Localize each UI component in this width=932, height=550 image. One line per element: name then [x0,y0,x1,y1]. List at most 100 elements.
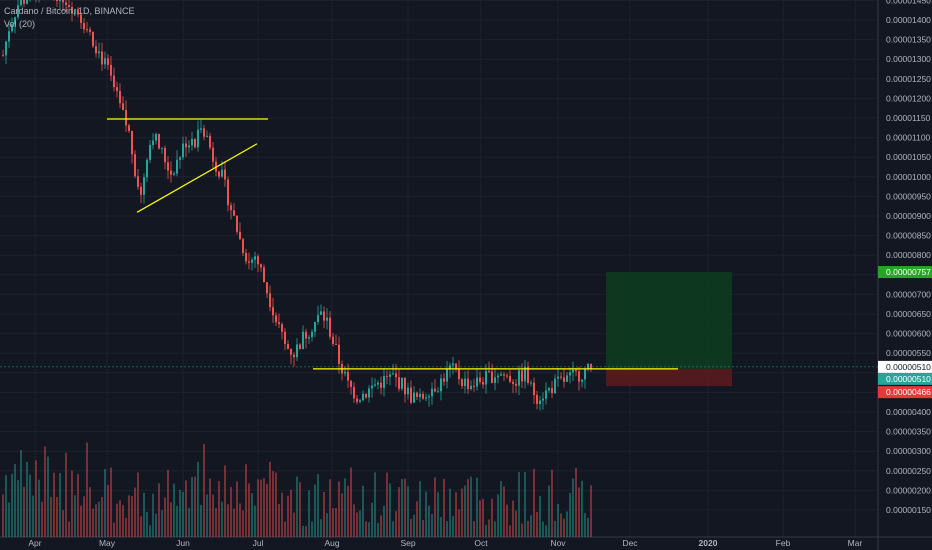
candle-body [557,376,559,379]
candle-body [218,171,220,177]
candle-body [278,322,280,325]
volume-bar [566,511,568,537]
candle-body [236,215,238,232]
volume-bar [140,516,142,537]
volume-bar [221,501,223,537]
candle-body [392,373,394,375]
volume-bar [206,494,208,537]
candle-body [401,377,403,389]
volume-bar [50,496,52,537]
candle-body [137,176,139,187]
volume-bar [311,521,313,537]
candle-body [527,366,529,383]
volume-bar [425,491,427,537]
candle-body [2,55,4,57]
candle-body [518,370,520,386]
volume-bar [128,495,130,537]
volume-bar [23,486,25,537]
volume-bar [227,504,229,537]
volume-bar [146,511,148,537]
candle-body [311,331,313,338]
volume-bar [35,460,37,537]
candle-body [269,293,271,308]
candle-body [266,282,268,294]
x-tick-label: Oct [474,538,488,548]
volume-bar [236,481,238,537]
volume-bar [320,519,322,537]
candle-body [335,343,337,345]
candle-body [221,169,223,177]
volume-bar [449,488,451,537]
volume-bar [302,525,304,537]
volume-bar [317,474,319,537]
volume-bar [371,502,373,537]
candle-body [365,393,367,398]
volume-bar [461,488,463,537]
candle-body [590,363,592,369]
volume-bar [263,478,265,537]
candle-body [347,371,349,381]
candle-body [131,130,133,155]
candle-body [209,135,211,148]
volume-bar [134,487,136,537]
volume-bar [65,452,67,537]
candle-body [584,369,586,380]
volume-bar [92,508,94,537]
volume-bar [233,508,235,537]
volume-bar [185,480,187,537]
candle-body [581,379,583,382]
x-tick-label: Jun [176,538,190,548]
volume-bar [260,479,262,537]
volume-bar [509,525,511,537]
candle-body [443,378,445,382]
x-tick-label: Feb [776,538,791,548]
candle-body [56,0,58,2]
volume-bar [416,501,418,537]
volume-bar [329,479,331,537]
candle-body [77,9,79,15]
volume-bar [314,484,316,537]
candle-body [536,395,538,405]
candle-body [395,373,397,378]
candle-body [113,75,115,88]
volume-bar [239,503,241,537]
volume-bar [422,519,424,537]
volume-bar [545,525,547,537]
volume-bar [272,471,274,537]
volume-bar [308,490,310,537]
candle-body [110,64,112,76]
candle-body [314,321,316,332]
volume-bar [107,484,109,537]
candle-body [17,5,19,18]
candle-body [128,125,130,131]
volume-bar [41,501,43,537]
volume-bar [455,492,457,537]
x-tick-label: Mar [848,538,863,548]
candle-body [260,264,262,268]
volume-bar [197,461,199,537]
volume-bar [386,472,388,537]
candle-body [242,239,244,253]
volume-bar [77,474,79,537]
volume-bar [443,478,445,537]
volume-bar [494,521,496,537]
volume-bar [503,486,505,537]
x-tick-label: 2020 [699,538,718,548]
candle-body [356,398,358,402]
volume-bar [230,486,232,537]
candle-body [542,398,544,401]
candle-body [125,110,127,126]
candle-body [101,51,103,65]
y-tick-label: 0.00001450 [886,0,931,5]
volume-bar [404,478,406,537]
candle-body [575,369,577,372]
candle-body [200,128,202,130]
candle-body [263,267,265,283]
volume-bar [332,508,334,537]
volume-bar [101,497,103,537]
candle-body [107,58,109,65]
volume-bar [470,476,472,537]
candle-body [203,128,205,137]
